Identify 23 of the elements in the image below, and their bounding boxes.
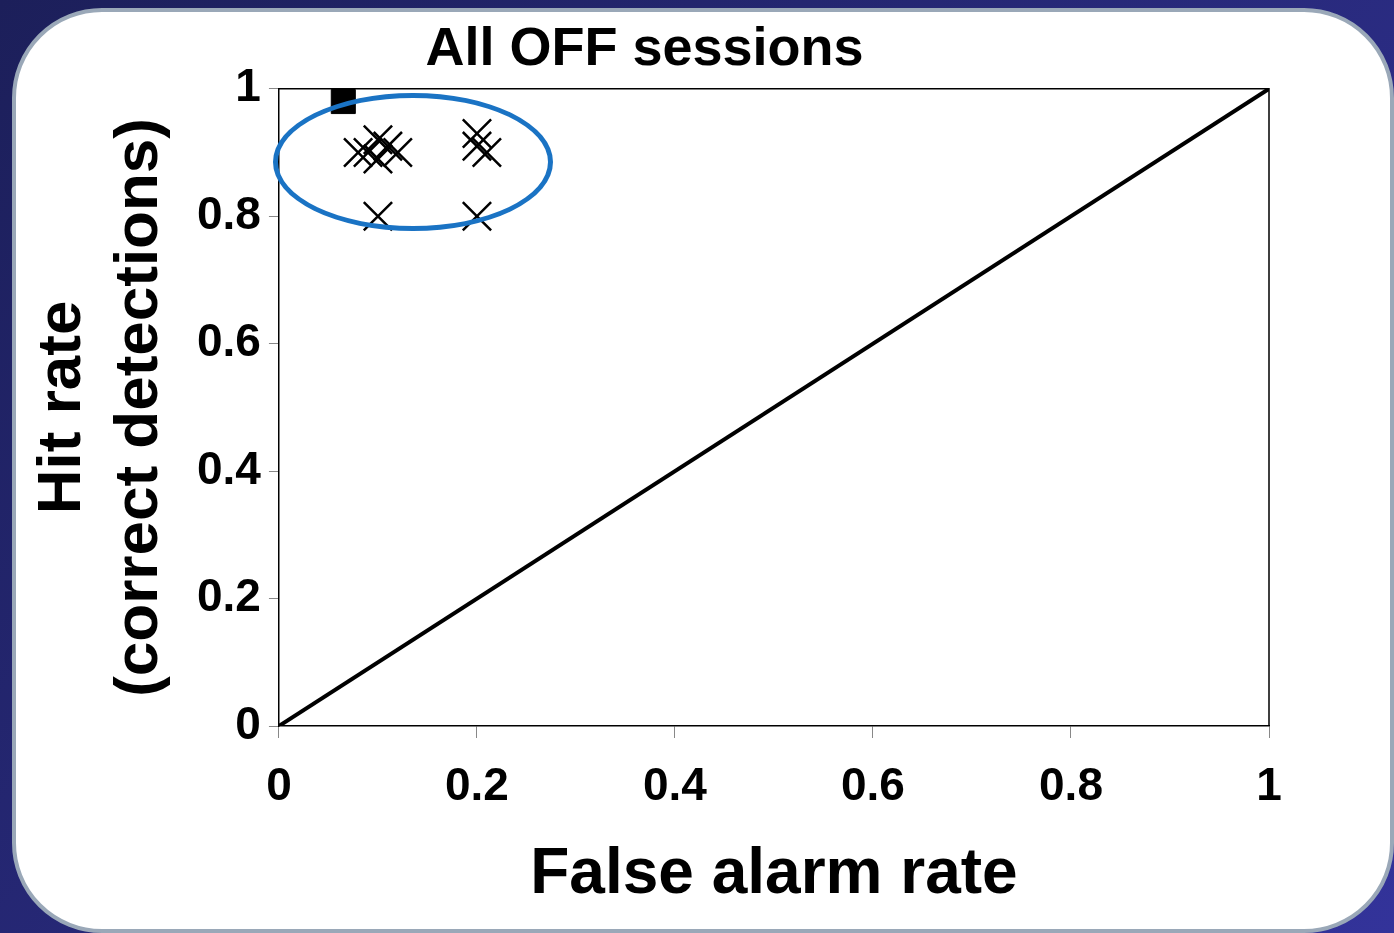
x-tick-label: 0.4 [642, 758, 708, 811]
y-tick-label: 0.8 [196, 186, 261, 239]
x-axis-title: False alarm rate [530, 835, 1018, 908]
x-tick-label: 0.8 [1039, 758, 1103, 811]
y-tick-label: 1 [235, 59, 261, 112]
point [362, 124, 394, 156]
x-tick-label: 0.6 [841, 758, 905, 811]
point [372, 130, 404, 162]
point [471, 137, 503, 168]
point [461, 118, 493, 149]
point [362, 143, 394, 175]
y-axis-title: Hit rate (correct detections) [23, 117, 171, 697]
x-tick-label: 0.2 [444, 758, 509, 811]
x-tick-label: 1 [1256, 758, 1282, 811]
point [382, 137, 414, 168]
y-tick-label: 0.4 [196, 441, 262, 494]
y-tick-label: 0.2 [196, 569, 261, 622]
y-tick-label: 0 [235, 696, 261, 749]
chart-title: All OFF sessions [425, 16, 864, 77]
point [352, 137, 384, 168]
point [461, 130, 493, 162]
point [342, 137, 374, 168]
y-tick-label: 0.6 [196, 314, 261, 367]
